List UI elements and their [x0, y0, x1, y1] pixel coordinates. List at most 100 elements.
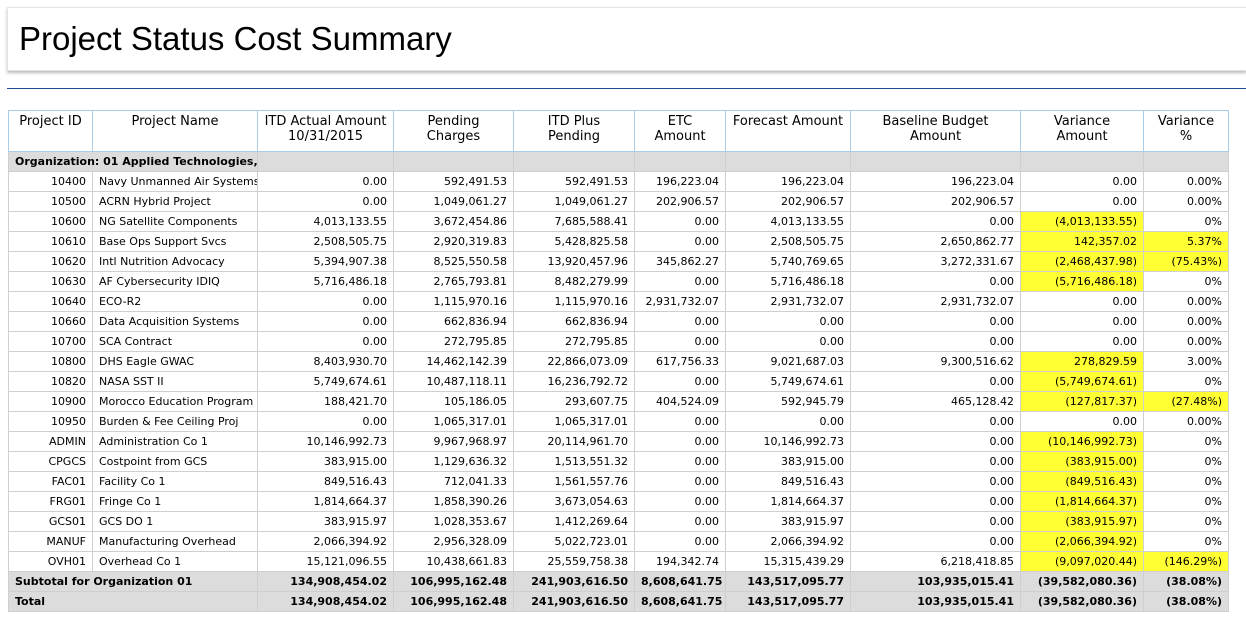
cell: 383,915.97: [257, 511, 394, 532]
cell: (10,146,992.73): [1020, 431, 1144, 452]
cell: 1,049,061.27: [393, 191, 514, 212]
cell: 0.00: [1020, 311, 1144, 332]
cost-table: Project ID Project Name ITD Actual Amount …: [8, 110, 1229, 612]
cell: 10,438,661.83: [393, 551, 514, 572]
cell: 849,516.43: [257, 471, 394, 492]
data-row: 10600 NG Satellite Components 4,013,133.55…: [8, 211, 1229, 232]
data-row: 10640 ECO-R2 0.00 1,115,970.16 1,115,970.16 2…: [8, 291, 1229, 312]
cell: 0.00: [634, 211, 726, 232]
cell: 0%: [1143, 531, 1229, 552]
data-row: 10400 Navy Unmanned Air Systems 0.00 592,49…: [8, 171, 1229, 192]
data-row: 10620 Intl Nutrition Advocacy 5,394,907.38…: [8, 251, 1229, 272]
empty-cell: [1143, 151, 1229, 172]
cell: 0.00: [850, 431, 1021, 452]
title-card: Project Status Cost Summary: [7, 7, 1246, 71]
total-label: Subtotal for Organization 01: [8, 571, 258, 592]
cell: 0%: [1143, 491, 1229, 512]
cell: 0%: [1143, 511, 1229, 532]
data-row: 10700 SCA Contract 0.00 272,795.85 272,795.8…: [8, 331, 1229, 352]
cell: 3.00%: [1143, 351, 1229, 372]
cell: 188,421.70: [257, 391, 394, 412]
cell: 2,765,793.81: [393, 271, 514, 292]
cell: 10,146,992.73: [725, 431, 851, 452]
data-row: ADMIN Administration Co 1 10,146,992.73 9,9…: [8, 431, 1229, 452]
cell: 1,129,636.32: [393, 451, 514, 472]
total-cell: 134,908,454.02: [257, 571, 394, 592]
column-header: Project ID: [8, 110, 93, 152]
cell: 5,716,486.18: [257, 271, 394, 292]
cell: (5,716,486.18): [1020, 271, 1144, 292]
total-row: Subtotal for Organization 01 134,908,454.…: [8, 571, 1229, 592]
cell: 0.00: [850, 211, 1021, 232]
cell: (146.29%): [1143, 551, 1229, 572]
cell: 1,049,061.27: [513, 191, 635, 212]
cell: 25,559,758.38: [513, 551, 635, 572]
cell: 22,866,073.09: [513, 351, 635, 372]
data-row: 10800 DHS Eagle GWAC 8,403,930.70 14,462,14…: [8, 351, 1229, 372]
total-cell: 106,995,162.48: [393, 571, 514, 592]
column-header: ETC Amount: [634, 110, 726, 152]
cell: 202,906.57: [634, 191, 726, 212]
cell: OVH01: [8, 551, 93, 572]
total-cell: (39,582,080.36): [1020, 591, 1144, 612]
cell: 0.00: [257, 311, 394, 332]
project-name: DHS Eagle GWAC: [92, 351, 258, 372]
cell: 0.00: [850, 331, 1021, 352]
data-row: 10660 Data Acquisition Systems 0.00 662,836…: [8, 311, 1229, 332]
total-label: Total: [8, 591, 258, 612]
cell: 0.00: [725, 311, 851, 332]
header-row: Project ID Project Name ITD Actual Amount …: [8, 110, 1229, 152]
data-row: FRG01 Fringe Co 1 1,814,664.37 1,858,390.26…: [8, 491, 1229, 512]
total-cell: 8,608,641.75: [634, 591, 726, 612]
cell: 105,186.05: [393, 391, 514, 412]
cell: (849,516.43): [1020, 471, 1144, 492]
column-header: ITD Plus Pending: [513, 110, 635, 152]
data-row: 10900 Morocco Education Program 188,421.70…: [8, 391, 1229, 412]
cell: 293,607.75: [513, 391, 635, 412]
cell: 10700: [8, 331, 93, 352]
cell: 5,394,907.38: [257, 251, 394, 272]
cell: 1,115,970.16: [513, 291, 635, 312]
cell: 0.00%: [1143, 291, 1229, 312]
project-name: Navy Unmanned Air Systems: [92, 171, 258, 192]
empty-cell: [850, 151, 1021, 172]
cell: (127,817.37): [1020, 391, 1144, 412]
cell: 0.00: [257, 171, 394, 192]
cell: 4,013,133.55: [725, 211, 851, 232]
project-name: Administration Co 1: [92, 431, 258, 452]
cell: 196,223.04: [634, 171, 726, 192]
total-cell: (38.08%): [1143, 571, 1229, 592]
cell: 10600: [8, 211, 93, 232]
cell: 10900: [8, 391, 93, 412]
cell: 383,915.97: [725, 511, 851, 532]
cell: 0.00: [850, 451, 1021, 472]
total-row: Total 134,908,454.02 106,995,162.48 241,903…: [8, 591, 1229, 612]
cell: 465,128.42: [850, 391, 1021, 412]
column-header: Variance Amount: [1020, 110, 1144, 152]
cell: 0.00: [257, 191, 394, 212]
page-title: Project Status Cost Summary: [19, 20, 452, 57]
cell: 0.00%: [1143, 311, 1229, 332]
cell: MANUF: [8, 531, 93, 552]
column-header: ITD Actual Amount 10/31/2015: [257, 110, 394, 152]
cell: 0.00: [634, 511, 726, 532]
cell: 272,795.85: [513, 331, 635, 352]
project-name: AF Cybersecurity IDIQ: [92, 271, 258, 292]
cell: 16,236,792.72: [513, 371, 635, 392]
cell: 0.00: [634, 431, 726, 452]
cell: 10500: [8, 191, 93, 212]
column-header: Variance %: [1143, 110, 1229, 152]
cell: 0.00: [850, 491, 1021, 512]
data-row: 10630 AF Cybersecurity IDIQ 5,716,486.18 2,…: [8, 271, 1229, 292]
cell: 0.00: [1020, 171, 1144, 192]
cell: 2,920,319.83: [393, 231, 514, 252]
total-cell: 241,903,616.50: [513, 571, 635, 592]
project-name: Manufacturing Overhead: [92, 531, 258, 552]
cell: 0.00: [850, 311, 1021, 332]
cell: 8,482,279.99: [513, 271, 635, 292]
cell: FRG01: [8, 491, 93, 512]
empty-cell: [513, 151, 635, 172]
project-name: Morocco Education Program: [92, 391, 258, 412]
total-cell: (38.08%): [1143, 591, 1229, 612]
total-cell: 134,908,454.02: [257, 591, 394, 612]
